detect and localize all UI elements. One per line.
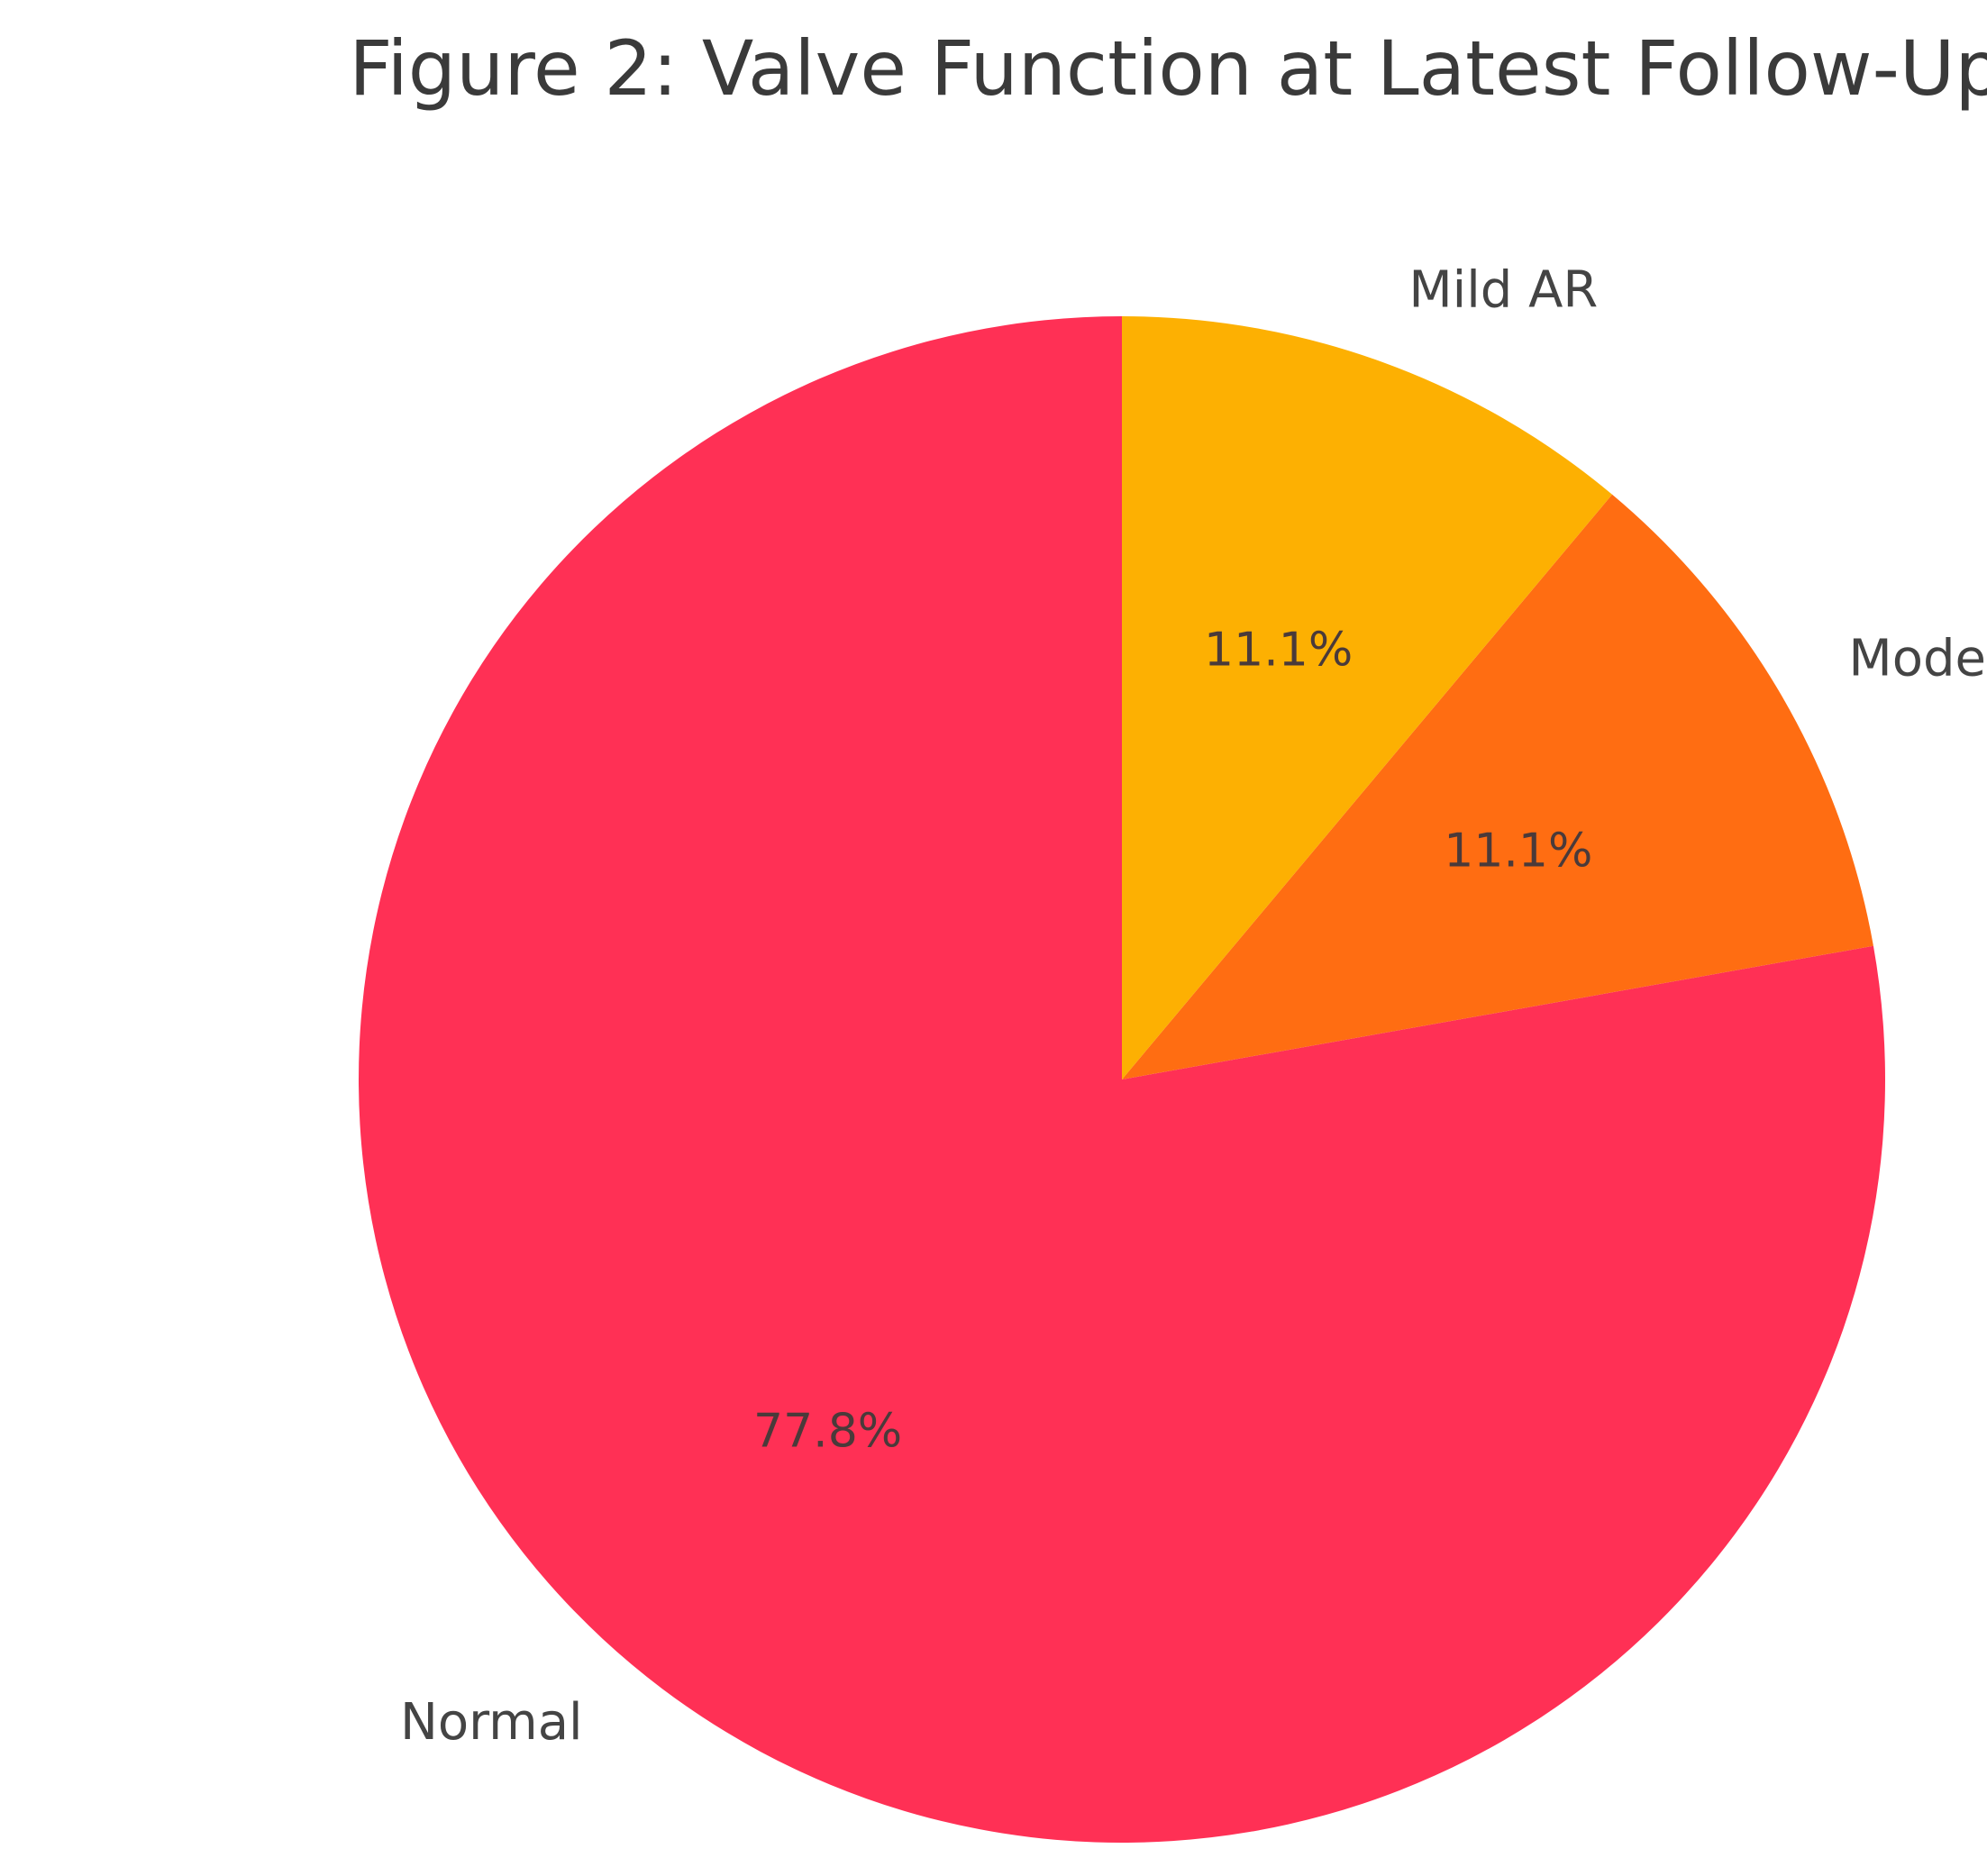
pie-slice-moderate-ar	[1122, 494, 1873, 1079]
slice-percent-label: 11.1%	[1444, 824, 1592, 878]
pie-slices	[358, 316, 1885, 1843]
pie-slice-mild-ar	[1122, 316, 1612, 1079]
slice-percent-label: 77.8%	[753, 1405, 902, 1459]
pie-labels: Normal 77.8% Moderate AR 11.1% Mild AR 11.1%	[400, 260, 1987, 1752]
slice-label: Mild AR	[1408, 260, 1598, 319]
slice-percent-label: 11.1%	[1204, 623, 1353, 677]
slice-label: Normal	[400, 1693, 583, 1752]
chart-title: Figure 2: Valve Function at Latest Follo…	[349, 24, 1987, 113]
slice-label: Moderate AR	[1848, 629, 1987, 688]
